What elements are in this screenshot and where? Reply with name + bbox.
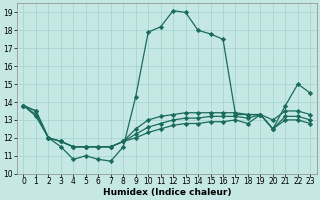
X-axis label: Humidex (Indice chaleur): Humidex (Indice chaleur) [103,188,231,197]
